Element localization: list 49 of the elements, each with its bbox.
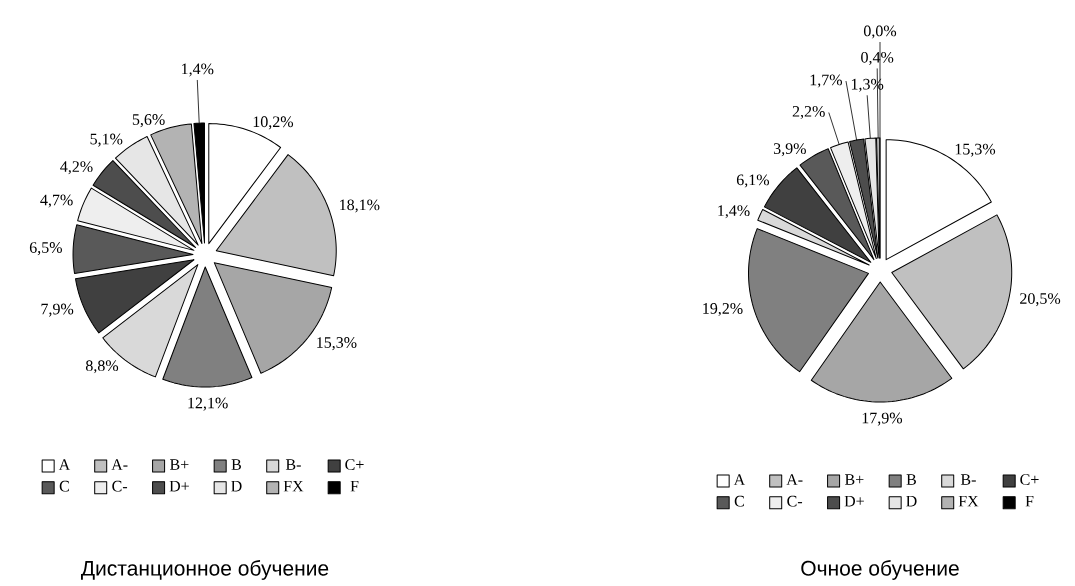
legend-label: B	[906, 474, 916, 485]
legend-label: D	[906, 495, 917, 507]
data-label: 15,3%	[317, 337, 357, 351]
data-label: 6,5%	[29, 242, 62, 256]
legend-label: C+	[1020, 474, 1039, 485]
data-label: 2,2%	[792, 105, 825, 120]
legend-label: B-	[285, 459, 301, 470]
data-label: 5,6%	[132, 114, 165, 128]
data-label: 4,2%	[60, 161, 93, 175]
text: Очное обучение	[801, 560, 959, 580]
data-label: 10,2%	[253, 116, 294, 130]
legend-label: F	[1025, 495, 1034, 507]
data-label: 12,1%	[188, 397, 228, 411]
data-label: 1,7%	[810, 74, 843, 88]
legend-label: C	[734, 495, 744, 507]
legend-label: C-	[112, 480, 128, 492]
legend-label: A-	[786, 474, 803, 485]
legend-label: C-	[787, 495, 803, 507]
legend-label: B+	[170, 459, 189, 470]
data-label: 5,1%	[90, 133, 123, 147]
legend-label: A	[733, 474, 746, 485]
data-label: 7,9%	[41, 303, 74, 317]
text: 0,0%	[863, 25, 897, 39]
data-label: 8,8%	[85, 360, 119, 374]
legend-label: A	[58, 459, 71, 470]
legend-label: F	[350, 480, 359, 492]
data-label: 20,5%	[1020, 293, 1061, 307]
data-label: 1,4%	[182, 63, 214, 77]
data-label: 0,4%	[861, 51, 894, 66]
legend-label: C	[59, 480, 69, 492]
legend-label: A-	[111, 459, 128, 470]
data-label: 15,3%	[955, 143, 996, 157]
data-label: 3,9%	[773, 143, 806, 157]
data-label: 19,2%	[703, 303, 743, 317]
text: Дистанционное обучение	[81, 560, 329, 580]
legend-label: B-	[960, 474, 976, 485]
data-label: 6,1%	[736, 174, 770, 188]
legend-label: D	[231, 480, 242, 492]
legend-label: D+	[844, 495, 864, 507]
data-label: 18,1%	[340, 199, 380, 213]
data-label: 4,7%	[40, 194, 73, 208]
legend-label: FX	[958, 495, 979, 507]
legend-label: C+	[345, 459, 364, 470]
data-label: 1,4%	[718, 205, 750, 219]
legend-label: FX	[283, 480, 304, 492]
legend-label: B	[231, 459, 241, 470]
data-label: 17,9%	[862, 412, 903, 426]
legend-label: B+	[845, 474, 864, 485]
legend-label: D+	[169, 480, 189, 492]
